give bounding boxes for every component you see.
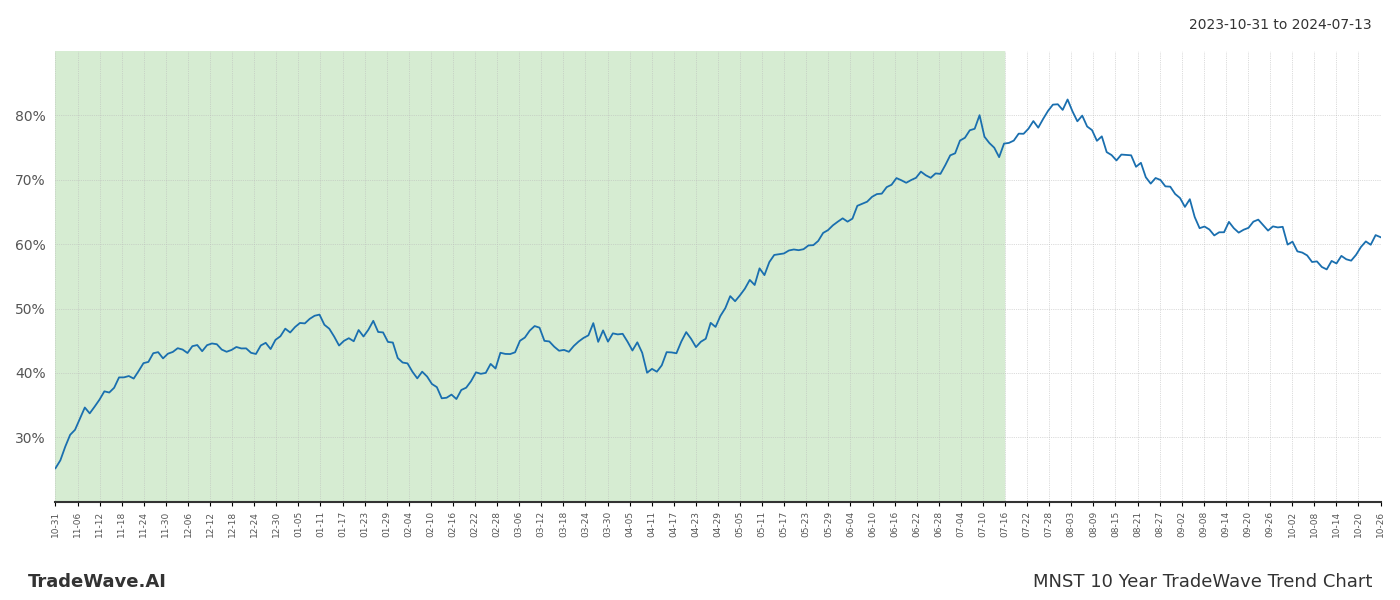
Text: TradeWave.AI: TradeWave.AI [28,573,167,591]
Text: 2023-10-31 to 2024-07-13: 2023-10-31 to 2024-07-13 [1190,18,1372,32]
Bar [56,51,1004,502]
Text: MNST 10 Year TradeWave Trend Chart: MNST 10 Year TradeWave Trend Chart [1033,573,1372,591]
